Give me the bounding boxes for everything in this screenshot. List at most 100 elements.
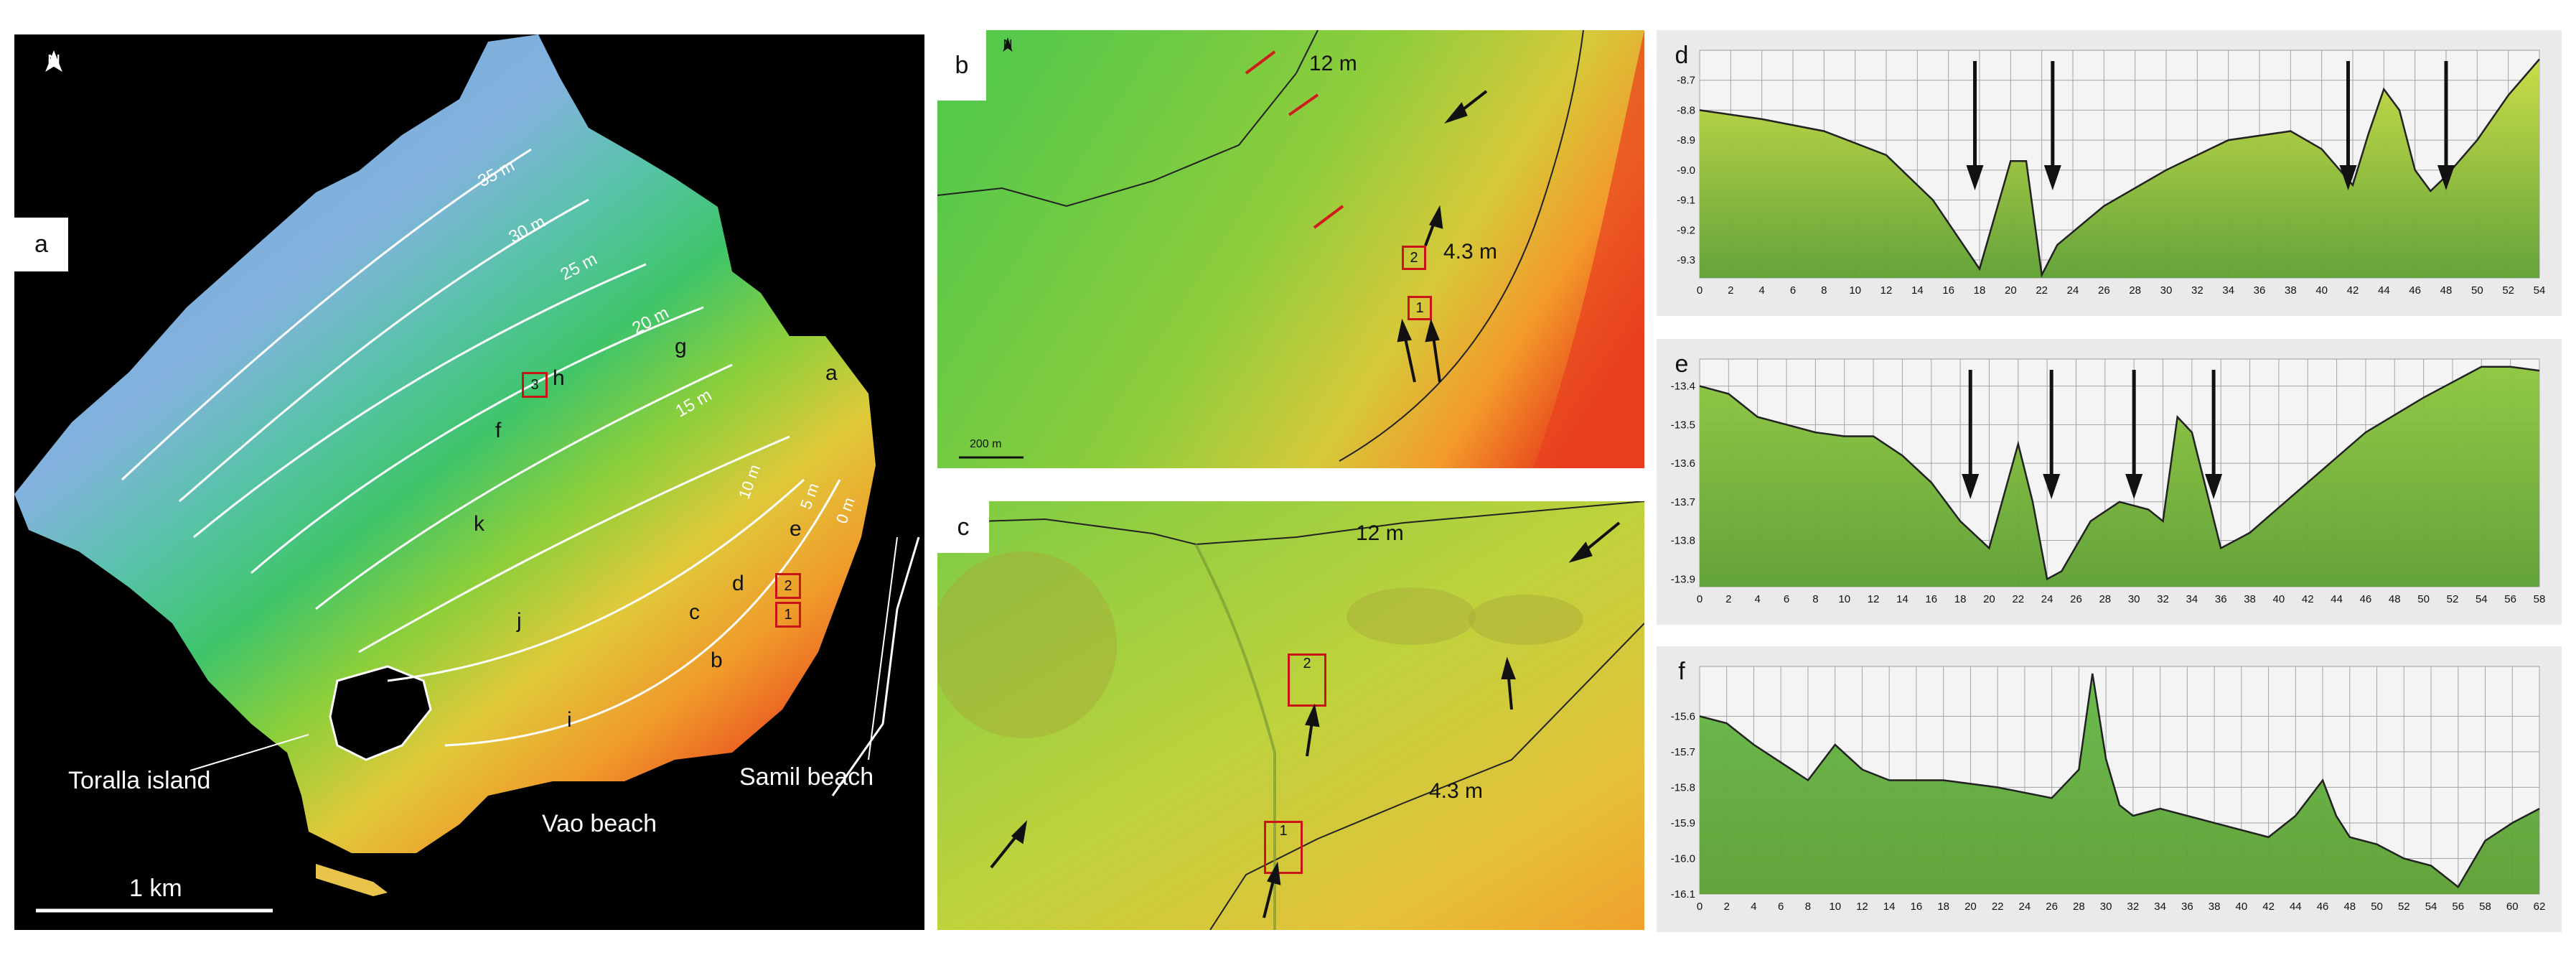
x-tick-label: 42 xyxy=(2262,901,2275,913)
y-tick-label: -15.9 xyxy=(1671,817,1695,829)
panel-letter-a: a xyxy=(14,218,68,271)
depth-label-43m-b: 4.3 m xyxy=(1443,240,1498,264)
x-tick-label: 52 xyxy=(2447,593,2459,605)
red-markers-b xyxy=(1245,50,1344,229)
contour-43m-b xyxy=(1339,30,1584,462)
x-tick-label: 10 xyxy=(1849,284,1861,297)
vao-beach-label: Vao beach xyxy=(542,810,657,837)
profile-arrowhead xyxy=(2437,165,2455,190)
x-tick-label: 28 xyxy=(2129,284,2141,297)
y-tick-label: -13.6 xyxy=(1671,457,1695,470)
x-tick-label: 22 xyxy=(1992,901,2004,913)
x-tick-label: 22 xyxy=(2012,593,2024,605)
x-tick-label: 8 xyxy=(1812,593,1818,605)
x-tick-label: 22 xyxy=(2036,284,2048,297)
profile-line xyxy=(1699,673,2540,888)
x-tick-label: 4 xyxy=(1758,284,1764,297)
x-tick-label: 38 xyxy=(2285,284,2297,297)
x-tick-label: 38 xyxy=(2209,901,2221,913)
x-tick-label: 40 xyxy=(2315,284,2328,297)
profile-arrowhead xyxy=(2339,165,2357,190)
x-tick-label: 26 xyxy=(2098,284,2110,297)
x-tick-label: 46 xyxy=(2360,593,2372,605)
panel-b-map: b N 12 m 4.3 m 2 1 200 m xyxy=(937,30,1644,468)
x-tick-label: 48 xyxy=(2389,593,2401,605)
y-tick-label: -15.6 xyxy=(1671,710,1695,722)
profile-area xyxy=(1700,59,2539,278)
profile-arrowhead xyxy=(2125,474,2143,499)
x-tick-label: 48 xyxy=(2440,284,2453,297)
x-tick-label: 60 xyxy=(2506,901,2519,913)
scalebar-label-b: 200 m xyxy=(970,438,1002,450)
x-tick-label: 2 xyxy=(1725,593,1731,605)
profile-arrowhead xyxy=(2205,474,2223,499)
profile-chart-f: 0 2 4 6 8 10 12 14 16 18 20 22 24 26 28 30 32 34 36 38 40 42 4… xyxy=(1671,666,2546,913)
y-tick-label: -8.7 xyxy=(1677,75,1695,87)
x-tick-label: 48 xyxy=(2343,901,2356,913)
x-tick-label: 54 xyxy=(2476,593,2488,605)
x-tick-label: 16 xyxy=(1911,901,1923,913)
x-tick-label: 30 xyxy=(2160,284,2173,297)
region-k: k xyxy=(474,512,484,536)
box-1-b: 1 xyxy=(1408,296,1432,320)
panel-letter-c: c xyxy=(937,501,989,553)
x-tick-label: 44 xyxy=(2331,593,2343,605)
x-tick-label: 54 xyxy=(2425,901,2437,913)
region-d: d xyxy=(732,572,744,595)
survey-area xyxy=(14,34,876,853)
x-tick-label: 16 xyxy=(1925,593,1937,605)
y-tick-label: -8.9 xyxy=(1677,134,1695,146)
toralla-island-label: Toralla island xyxy=(68,767,211,794)
panel-a-map: N a 35 m 30 m 25 m 20 m 15 m 10 m 5 m 0 … xyxy=(14,34,924,930)
x-tick-label: 34 xyxy=(2222,284,2234,297)
x-tick-label: 6 xyxy=(1778,901,1784,913)
panel-letter-b: b xyxy=(937,30,986,101)
x-tick-label: 20 xyxy=(2005,284,2017,297)
panel-c-map: c 12 m 4.3 m 2 1 xyxy=(937,501,1644,930)
panel-letter-f: f xyxy=(1678,657,1685,685)
box-2-a: 2 xyxy=(775,573,801,599)
region-c: c xyxy=(689,600,700,624)
x-tick-label: 10 xyxy=(1829,901,1841,913)
x-tick-label: 24 xyxy=(2067,284,2079,297)
x-tick-label: 40 xyxy=(2273,593,2285,605)
x-tick-label: 56 xyxy=(2452,901,2464,913)
x-tick-label: 0 xyxy=(1697,593,1702,605)
toralla-island xyxy=(329,665,432,761)
north-arrow-a: N xyxy=(29,50,79,73)
x-tick-label: 46 xyxy=(2409,284,2421,297)
y-tick-label: -13.4 xyxy=(1671,381,1695,393)
profile-area xyxy=(1700,673,2539,894)
north-arrow-b: N xyxy=(993,37,1022,52)
depth-label-43m-c: 4.3 m xyxy=(1429,779,1484,803)
y-tick-label: -9.3 xyxy=(1677,254,1695,266)
x-tick-label: 12 xyxy=(1856,901,1868,913)
x-tick-label: 62 xyxy=(2534,901,2546,913)
profile-arrowhead xyxy=(1962,474,1980,499)
bathymetry-b xyxy=(937,30,1644,468)
x-tick-label: 24 xyxy=(2041,593,2053,605)
x-tick-label: 18 xyxy=(1937,901,1949,913)
x-tick-label: 50 xyxy=(2417,593,2430,605)
box-2-c: 2 xyxy=(1288,653,1326,707)
x-tick-label: 14 xyxy=(1896,593,1908,605)
profile-arrowhead xyxy=(1966,165,1984,190)
y-tick-label: -15.8 xyxy=(1671,781,1695,794)
x-tick-label: 34 xyxy=(2186,593,2198,605)
region-i: i xyxy=(567,708,572,732)
depth-label-12m-c: 12 m xyxy=(1356,521,1404,545)
x-tick-label: 38 xyxy=(2244,593,2256,605)
x-tick-label: 34 xyxy=(2154,901,2166,913)
x-tick-label: 26 xyxy=(2070,593,2082,605)
x-tick-label: 40 xyxy=(2235,901,2247,913)
x-tick-label: 32 xyxy=(2127,901,2140,913)
panel-letter-e: e xyxy=(1675,350,1689,378)
y-tick-label: -16.1 xyxy=(1671,888,1695,901)
y-tick-label: -8.8 xyxy=(1677,104,1695,116)
profile-arrowhead xyxy=(2043,165,2061,190)
x-tick-label: 10 xyxy=(1838,593,1850,605)
profile-chart-e: 0 2 4 6 8 10 12 14 16 18 20 22 24 26 28 30 32 34 36 38 40 42 4… xyxy=(1671,358,2545,605)
box-2-b: 2 xyxy=(1402,246,1426,270)
y-tick-label: -15.7 xyxy=(1671,746,1695,758)
x-tick-label: 36 xyxy=(2181,901,2193,913)
